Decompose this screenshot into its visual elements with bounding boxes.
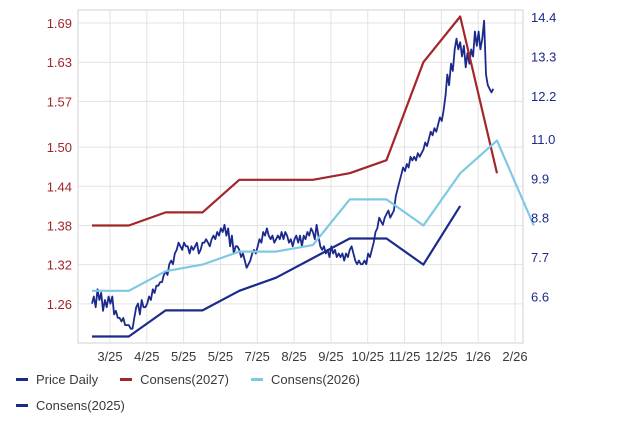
x-tick-label: 12/25 xyxy=(425,349,458,364)
x-tick-label: 4/25 xyxy=(134,349,159,364)
right-tick-label: 7.7 xyxy=(531,250,549,265)
x-tick-label: 2/26 xyxy=(502,349,527,364)
left-tick-label: 1.26 xyxy=(47,297,72,312)
grid xyxy=(77,9,524,344)
legend-row-1: Price Daily Consens(2027) Consens(2026) xyxy=(16,372,382,387)
right-tick-label: 13.3 xyxy=(531,50,556,65)
legend-row-2: Consens(2025) xyxy=(16,398,147,413)
x-tick-label: 11/25 xyxy=(389,349,421,364)
legend-swatch-consens-2027 xyxy=(120,378,133,381)
right-tick-label: 11.0 xyxy=(531,132,555,147)
x-tick-label: 1/26 xyxy=(466,349,491,364)
left-tick-label: 1.69 xyxy=(47,16,72,31)
left-tick-label: 1.63 xyxy=(47,55,72,70)
plot-area xyxy=(77,9,524,344)
x-axis: 3/25 4/25 5/25 5/25 7/25 8/25 9/25 10/25 11/25 12… xyxy=(97,349,527,364)
right-tick-label: 9.9 xyxy=(531,171,549,186)
x-tick-label: 7/25 xyxy=(245,349,270,364)
legend-label-consens-2027: Consens(2027) xyxy=(140,372,230,387)
left-tick-label: 1.57 xyxy=(47,94,72,109)
series-line-consens-2025 xyxy=(92,205,462,338)
series-lines xyxy=(91,15,535,338)
right-axis: 14.4 13.3 12.2 11.0 9.9 8.8 7.7 6.6 xyxy=(531,10,556,304)
legend-item-consens-2026[interactable]: Consens(2026) xyxy=(251,372,360,387)
legend-swatch-consens-2026 xyxy=(251,378,264,381)
right-tick-label: 8.8 xyxy=(531,211,549,226)
legend-item-consens-2025[interactable]: Consens(2025) xyxy=(16,398,125,413)
legend-label-consens-2025: Consens(2025) xyxy=(36,398,125,413)
right-tick-label: 6.6 xyxy=(531,289,549,304)
series-line-consens-2027 xyxy=(92,15,499,227)
series-line-price-daily xyxy=(91,19,495,330)
legend-label-price-daily: Price Daily xyxy=(36,372,99,387)
left-tick-label: 1.32 xyxy=(47,258,72,273)
legend-item-consens-2027[interactable]: Consens(2027) xyxy=(120,372,229,387)
left-tick-label: 1.44 xyxy=(47,179,72,194)
left-tick-label: 1.38 xyxy=(47,218,72,233)
x-tick-label: 10/25 xyxy=(351,349,384,364)
left-tick-label: 1.50 xyxy=(47,140,72,155)
legend-item-price-daily[interactable]: Price Daily xyxy=(16,372,98,387)
legend-label-consens-2026: Consens(2026) xyxy=(271,372,360,387)
left-axis: 1.69 1.63 1.57 1.50 1.44 1.38 1.32 1.26 xyxy=(47,16,72,312)
x-tick-label: 3/25 xyxy=(97,349,122,364)
series-line-consens-2026 xyxy=(92,139,535,292)
legend-swatch-consens-2025 xyxy=(16,404,28,407)
right-tick-label: 12.2 xyxy=(531,89,556,104)
right-tick-label: 14.4 xyxy=(531,10,556,25)
x-tick-label: 9/25 xyxy=(318,349,343,364)
legend-swatch-price-daily xyxy=(16,378,28,381)
x-tick-label: 5/25 xyxy=(208,349,233,364)
x-tick-label: 5/25 xyxy=(171,349,196,364)
x-tick-label: 8/25 xyxy=(281,349,306,364)
